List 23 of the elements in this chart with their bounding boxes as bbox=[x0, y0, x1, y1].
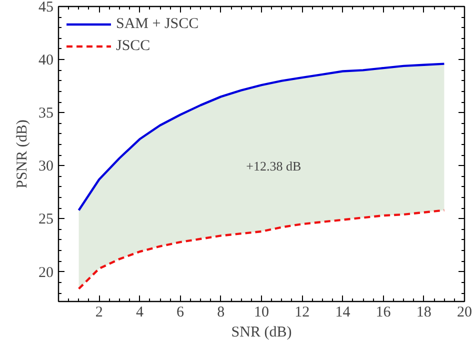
line-series bbox=[78, 62, 446, 212]
x-tick-label: 4 bbox=[136, 304, 144, 320]
x-tick-label: 14 bbox=[335, 304, 351, 320]
x-tick-label: 10 bbox=[254, 304, 269, 320]
x-tick-label: 20 bbox=[457, 304, 472, 320]
x-tick-label: 2 bbox=[95, 304, 103, 320]
y-tick-label: 20 bbox=[38, 264, 54, 281]
legend-label: SAM + JSCC bbox=[116, 16, 199, 32]
legend-label: JSCC bbox=[116, 38, 150, 54]
x-tick-label: 16 bbox=[376, 304, 392, 320]
y-tick-label: 40 bbox=[38, 52, 54, 69]
y-tick-label: 30 bbox=[38, 158, 54, 175]
x-tick-label: 18 bbox=[416, 304, 432, 320]
y-tick-label: 35 bbox=[38, 106, 54, 122]
annotation: +12.38 dB bbox=[246, 158, 302, 174]
x-tick-label: 12 bbox=[294, 304, 310, 320]
x-tick-label: 8 bbox=[217, 304, 225, 320]
x-tick-label: 6 bbox=[176, 304, 185, 320]
y-axis-title: PSNR (dB) bbox=[14, 120, 30, 188]
y-tick-label: 25 bbox=[38, 212, 54, 228]
y-tick-label: 45 bbox=[38, 0, 54, 16]
line-series bbox=[78, 209, 446, 290]
x-axis-title: SNR (dB) bbox=[231, 324, 292, 340]
